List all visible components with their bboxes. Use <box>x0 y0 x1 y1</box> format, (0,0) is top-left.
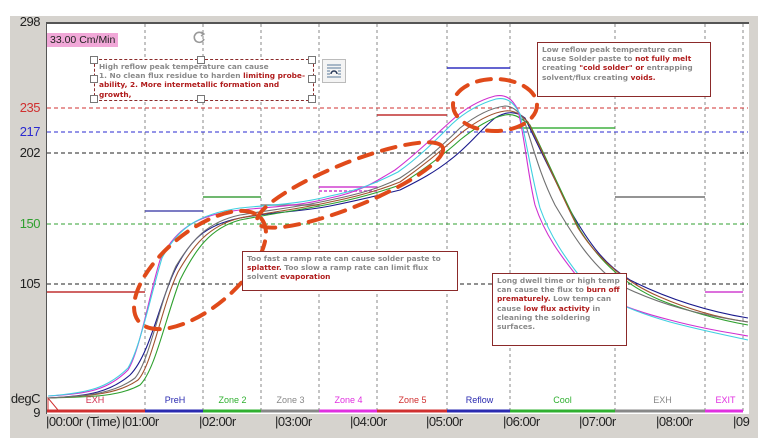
y-label-202: 202 <box>19 145 41 160</box>
x-tick-0700: |07:00r <box>579 414 616 429</box>
y-label-top: 298 <box>19 14 41 29</box>
x-tick-0600: |06:00r <box>503 414 540 429</box>
y-unit-label: degC <box>10 391 41 406</box>
x-tick-0300: |03:00r <box>275 414 312 429</box>
note-ramp-rate: Too fast a ramp rate can cause solder pa… <box>242 251 458 291</box>
resize-handle-tl[interactable] <box>90 56 98 64</box>
probe-curve-brown <box>47 110 749 399</box>
y-label-235: 235 <box>19 100 41 115</box>
zone-label-reflow: Reflow <box>465 395 494 405</box>
x-tick-0400: |04:00r <box>350 414 387 429</box>
x-tick-09: |09 <box>733 414 750 429</box>
y-label-bottom: 9 <box>33 405 40 420</box>
y-label-217: 217 <box>19 124 41 139</box>
highlight-ellipses <box>132 77 539 332</box>
resize-handle-ml[interactable] <box>90 75 98 83</box>
x-tick-0500: |05:00r <box>426 414 463 429</box>
layout-options-button[interactable] <box>322 59 346 83</box>
conveyor-speed-badge: 33.00 Cm/Min <box>47 33 119 47</box>
y-label-150: 150 <box>19 216 41 231</box>
resize-handle-tr[interactable] <box>308 56 316 64</box>
zone-label-zone3: Zone 3 <box>276 395 305 405</box>
probe-curve-gray <box>47 105 749 399</box>
ramp-highlight-ellipse <box>132 208 268 332</box>
zone-label-zone2: Zone 2 <box>218 395 247 405</box>
text-wrap-icon <box>327 64 341 78</box>
probe-curves <box>47 94 749 399</box>
start-marker-icon <box>47 396 60 411</box>
zone-label-zone4: Zone 4 <box>334 395 363 405</box>
probe-curve-cyan <box>47 97 749 397</box>
note-dwell-time: Long dwell time or high temp can cause t… <box>492 273 627 346</box>
zone-label-exh2: EXH <box>653 395 672 405</box>
x-axis-title: (Time) <box>86 414 121 429</box>
zone-label-exh: EXH <box>85 395 105 405</box>
resize-handle-bl[interactable] <box>90 95 98 103</box>
resize-handle-bc[interactable] <box>197 95 205 103</box>
zone-label-cool: Cool <box>553 395 572 405</box>
note-low-peak: Low reflow peak temperature can cause So… <box>537 42 711 97</box>
peak-highlight-ellipse <box>451 77 539 133</box>
zone-label-zone5: Zone 5 <box>398 395 427 405</box>
zone-label-preh: PreH <box>164 395 186 405</box>
rotate-handle-icon[interactable] <box>192 30 208 46</box>
x-tick-0000: |00:00r <box>46 414 83 429</box>
x-tick-0200: |02:00r <box>199 414 236 429</box>
resize-handle-tc[interactable] <box>197 56 205 64</box>
resize-handle-br[interactable] <box>308 95 316 103</box>
y-label-105: 105 <box>19 276 41 291</box>
probe-curve-magenta <box>47 94 749 397</box>
resize-handle-mr[interactable] <box>308 75 316 83</box>
x-tick-0800: |08:00r <box>656 414 693 429</box>
x-tick-0100: |01:00r <box>122 414 159 429</box>
soak-highlight-ellipse <box>254 140 446 230</box>
zone-label-exit: EXIT <box>715 395 736 405</box>
